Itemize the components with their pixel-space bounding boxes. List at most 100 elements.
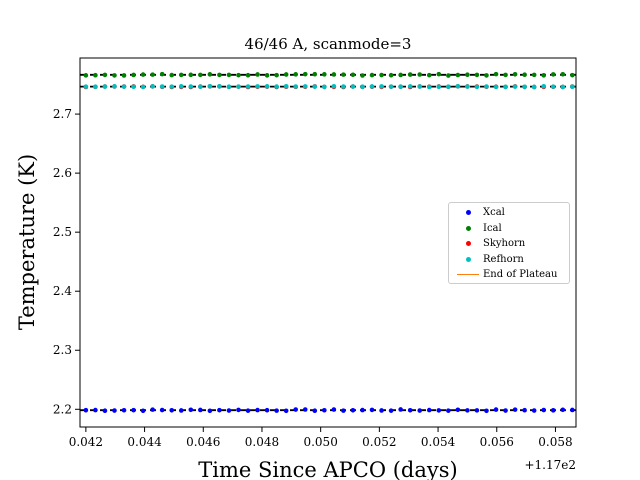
series-refhorn	[83, 83, 575, 90]
data-point-ical	[283, 72, 289, 77]
data-point-refhorn	[560, 84, 566, 90]
data-point-xcal	[474, 408, 480, 413]
data-point-xcal	[388, 408, 394, 413]
data-point-refhorn	[283, 83, 289, 89]
data-point-xcal	[426, 407, 432, 413]
x-tick-label: 0.048	[245, 435, 279, 449]
data-point-xcal	[446, 408, 451, 413]
legend-marker-refhorn	[465, 256, 471, 262]
data-point-ical	[312, 71, 318, 77]
data-point-ical	[484, 73, 489, 78]
data-point-xcal	[150, 407, 155, 412]
data-point-ical	[207, 72, 213, 77]
data-point-ical	[474, 72, 480, 78]
data-point-refhorn	[236, 84, 241, 89]
data-point-refhorn	[312, 84, 318, 89]
data-point-refhorn	[388, 84, 394, 89]
data-point-ical	[350, 72, 356, 78]
data-point-xcal	[455, 407, 461, 413]
data-point-refhorn	[207, 84, 213, 89]
data-point-xcal	[169, 407, 175, 413]
x-axis-label: Time Since APCO (days)	[198, 458, 457, 480]
data-point-xcal	[407, 407, 413, 413]
data-point-xcal	[331, 407, 337, 412]
data-point-xcal	[159, 407, 165, 413]
data-point-refhorn	[131, 84, 136, 89]
data-point-refhorn	[360, 84, 365, 90]
data-point-refhorn	[150, 84, 155, 89]
legend-marker-xcal	[465, 210, 471, 216]
data-point-ical	[293, 72, 299, 77]
data-point-ical	[331, 72, 337, 77]
data-point-ical	[503, 72, 508, 78]
data-point-xcal	[226, 408, 232, 413]
data-point-ical	[217, 72, 222, 78]
data-point-refhorn	[465, 84, 470, 89]
data-point-refhorn	[112, 84, 117, 89]
data-point-ical	[398, 72, 403, 78]
data-point-ical	[541, 73, 547, 78]
data-point-refhorn	[531, 84, 537, 90]
data-point-ical	[274, 72, 279, 78]
data-point-refhorn	[417, 84, 423, 89]
data-point-refhorn	[341, 84, 346, 89]
data-point-ical	[150, 72, 155, 77]
data-point-xcal	[522, 407, 527, 413]
data-point-refhorn	[350, 84, 356, 89]
data-point-xcal	[178, 408, 184, 413]
data-point-ical	[550, 72, 556, 77]
data-point-xcal	[465, 408, 470, 413]
data-point-xcal	[531, 408, 537, 413]
data-point-xcal	[236, 407, 241, 413]
series-xcal	[83, 407, 575, 414]
data-point-refhorn	[550, 84, 556, 89]
data-point-ical	[570, 72, 575, 78]
data-point-refhorn	[522, 84, 527, 90]
data-point-refhorn	[93, 84, 98, 90]
data-point-refhorn	[302, 84, 308, 89]
data-point-ical	[140, 72, 146, 77]
data-point-xcal	[255, 407, 260, 413]
data-point-xcal	[93, 407, 98, 413]
y-tick-label: 2.2	[53, 402, 72, 416]
data-point-refhorn	[83, 84, 89, 89]
data-point-refhorn	[436, 84, 442, 90]
data-point-xcal	[550, 408, 556, 413]
data-point-ical	[322, 72, 327, 77]
data-point-xcal	[369, 407, 375, 413]
data-point-ical	[407, 72, 413, 77]
data-point-refhorn	[455, 83, 461, 89]
data-point-xcal	[560, 407, 566, 413]
data-point-ical	[369, 72, 375, 78]
data-point-ical	[426, 72, 432, 78]
x-axis-offset: +1.17e2	[524, 458, 576, 472]
y-tick-label: 2.7	[53, 107, 72, 121]
data-point-refhorn	[570, 84, 575, 90]
data-point-refhorn	[198, 84, 203, 89]
y-tick-label: 2.6	[53, 166, 72, 180]
data-point-ical	[226, 72, 232, 78]
y-axis-label: Temperature (K)	[15, 154, 39, 330]
data-point-xcal	[83, 407, 89, 413]
data-point-xcal	[274, 408, 279, 413]
x-tick-label: 0.044	[127, 435, 162, 449]
plot-frame	[79, 57, 577, 428]
data-point-refhorn	[102, 84, 108, 89]
data-point-refhorn	[379, 84, 384, 89]
legend-item-ical: Ical	[453, 221, 565, 237]
data-point-xcal	[398, 407, 403, 412]
data-point-xcal	[379, 408, 384, 413]
legend-label-refhorn: Refhorn	[483, 253, 524, 265]
chart-title: 46/46 A, scanmode=3	[245, 35, 412, 53]
data-point-refhorn	[503, 84, 508, 90]
data-point-refhorn	[264, 84, 270, 89]
data-point-xcal	[541, 407, 547, 413]
data-point-xcal	[302, 407, 308, 412]
data-point-xcal	[131, 407, 136, 413]
data-point-refhorn	[255, 84, 260, 89]
data-point-ical	[121, 73, 127, 78]
data-point-ical	[531, 72, 537, 78]
x-tick-label: 0.052	[362, 435, 396, 449]
data-point-ical	[198, 72, 203, 78]
plot-area	[80, 71, 576, 414]
